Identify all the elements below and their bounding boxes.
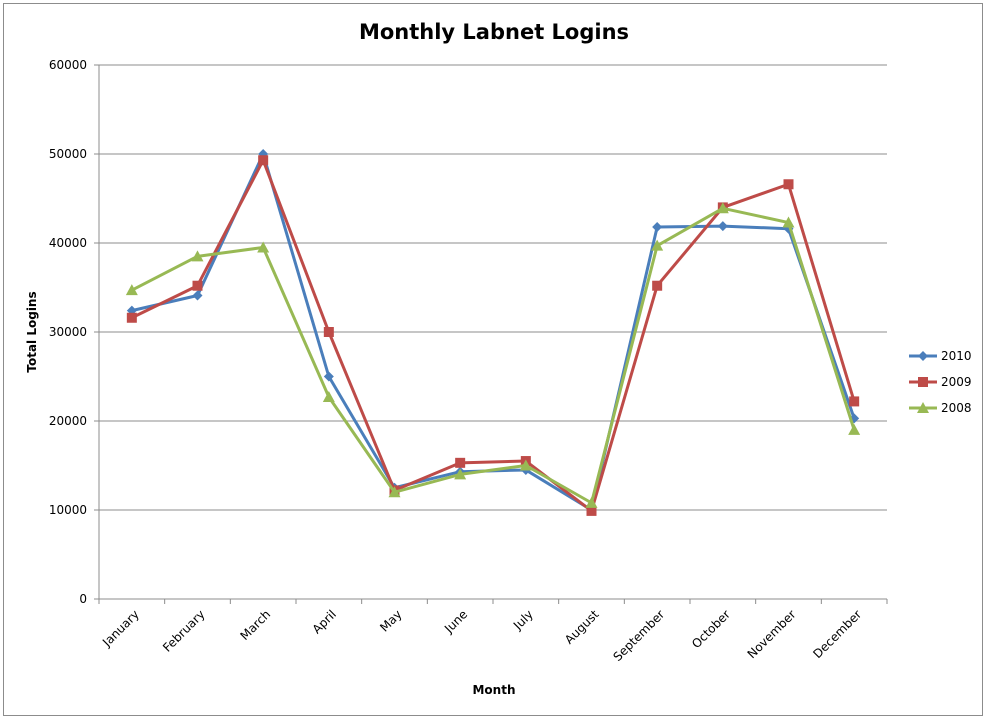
series-layer [125,149,861,516]
data-point-2009 [126,312,137,323]
legend-item-2008: 2008 [909,401,972,415]
legend-label: 2009 [941,375,972,389]
data-point-2008 [585,496,598,508]
gridlines [99,64,887,511]
data-point-2010 [323,371,334,382]
data-point-2008 [322,390,335,402]
legend-marker [917,402,929,413]
legend-marker [918,351,928,361]
chart-frame [3,3,983,716]
data-point-2008 [782,216,795,228]
data-point-2008 [191,250,204,262]
x-tick-label: November [745,607,799,661]
data-point-2009 [652,280,663,291]
y-tick-label: 40000 [49,236,87,250]
data-point-2010 [717,221,728,232]
x-tick-label: August [562,607,602,647]
data-point-2009 [849,396,860,407]
series-2008 [125,202,861,508]
data-point-2009 [783,179,794,190]
data-point-2010 [192,290,203,301]
data-point-2008 [454,468,467,480]
data-point-2008 [388,486,401,498]
y-tick-label: 20000 [49,414,87,428]
y-axis-tick-labels: 0 10000 20000 30000 40000 50000 60000 [49,58,87,606]
y-tick-label: 60000 [49,58,87,72]
x-tick-label: June [441,607,470,636]
x-axis-title: Month [472,683,515,697]
x-tick-label: March [238,607,274,643]
legend-marker [918,377,928,387]
data-point-2008 [651,239,664,251]
data-point-2008 [848,423,861,435]
data-point-2009 [258,155,269,166]
x-tick-label: October [689,607,733,651]
y-tick-label: 0 [79,592,87,606]
axes [94,64,888,604]
x-tick-label: September [610,607,667,664]
legend-item-2009: 2009 [909,375,972,389]
legend: 2010 2009 2008 [909,349,972,415]
x-tick-label: July [510,607,536,633]
y-axis-title: Total Logins [25,291,39,372]
x-tick-label: May [377,607,404,634]
y-tick-label: 30000 [49,325,87,339]
series-line-2008 [131,206,856,505]
legend-item-2010: 2010 [909,349,972,363]
x-tick-label: January [99,607,142,650]
series-2009 [126,155,860,516]
series-line-2009 [131,158,856,513]
chart-title: Monthly Labnet Logins [359,20,629,44]
data-point-2009 [323,327,334,337]
data-point-2008 [257,241,270,253]
y-tick-label: 50000 [49,147,87,161]
data-point-2009 [192,280,203,291]
legend-label: 2008 [941,401,972,415]
data-point-2009 [455,457,466,468]
y-tick-label: 10000 [49,503,87,517]
x-axis-tick-labels: January February March April May June July Augu… [99,607,864,664]
x-tick-label: December [810,607,864,661]
data-point-2010 [652,221,663,232]
legend-label: 2010 [941,349,972,363]
data-point-2009 [586,505,597,516]
x-tick-label: April [310,607,339,636]
data-point-2008 [519,459,532,471]
x-tick-label: February [160,607,208,655]
data-point-2008 [125,284,138,296]
data-point-2008 [716,202,729,214]
